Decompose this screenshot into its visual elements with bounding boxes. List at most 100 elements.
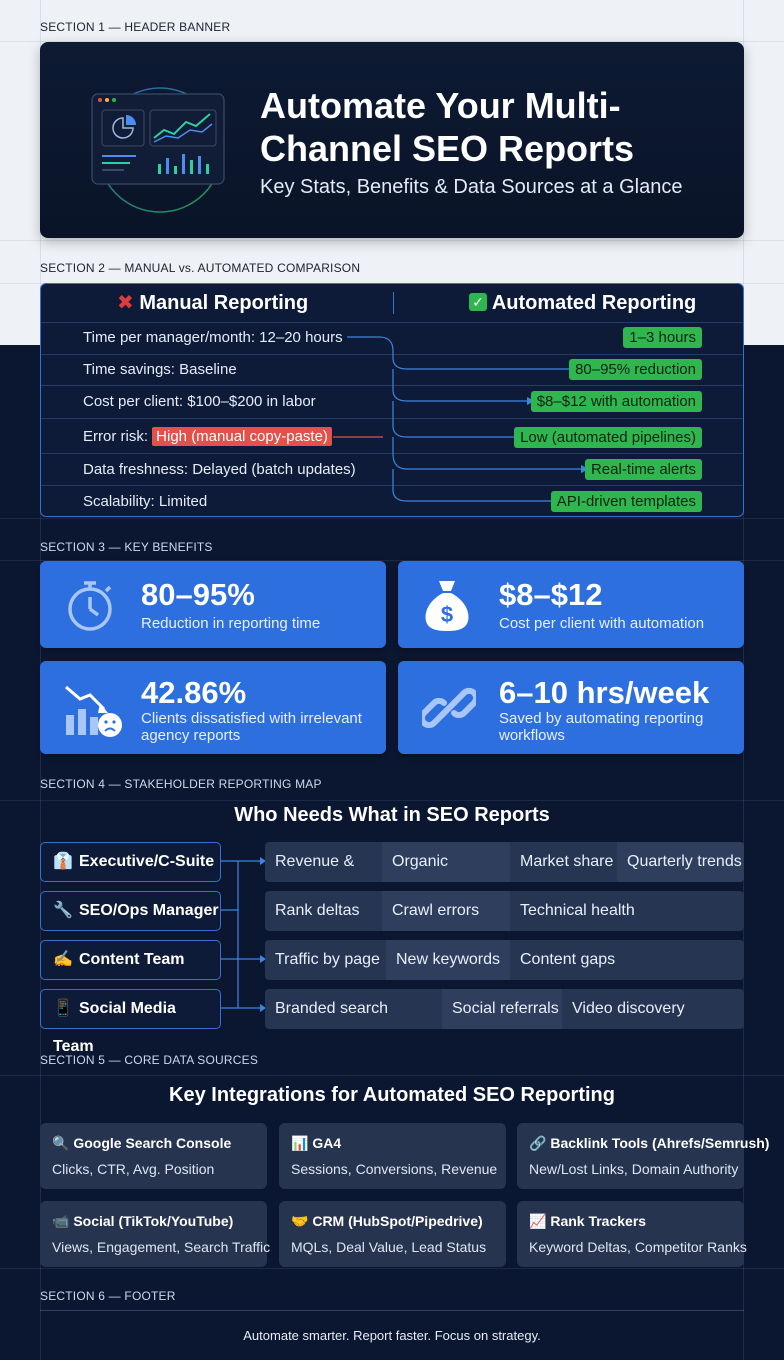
integration-card-social: 📹 Social (TikTok/YouTube) Views, Engagem… bbox=[40, 1201, 271, 1267]
section-label-2: SECTION 2 — MANUAL vs. AUTOMATED COMPARI… bbox=[40, 261, 361, 275]
page-title: Automate Your Multi-Channel SEO Reports bbox=[260, 85, 635, 169]
svg-text:$: $ bbox=[441, 602, 453, 627]
integration-title-label: Backlink Tools (Ahrefs/Semrush) bbox=[550, 1135, 770, 1151]
section-label-4: SECTION 4 — STAKEHOLDER REPORTING MAP bbox=[40, 777, 322, 791]
integration-desc: MQLs, Deal Value, Lead Status bbox=[291, 1239, 487, 1255]
integration-title: 📊 GA4 bbox=[291, 1135, 341, 1152]
mobile-phone-icon: 📱 bbox=[53, 1000, 73, 1017]
header-banner: Automate Your Multi-Channel SEO Reports … bbox=[40, 42, 744, 238]
grid-line bbox=[0, 518, 784, 519]
integration-desc: Sessions, Conversions, Revenue bbox=[291, 1161, 498, 1177]
integration-title-label: Rank Trackers bbox=[550, 1213, 647, 1229]
manual-row-savings: Time savings: Baseline bbox=[83, 361, 237, 378]
cross-icon: ✖ bbox=[117, 292, 134, 314]
need-item: Quarterly trends bbox=[617, 842, 744, 882]
stakeholder-content: ✍️ Content Team bbox=[40, 940, 221, 980]
section-label-5: SECTION 5 — CORE DATA SOURCES bbox=[40, 1053, 259, 1067]
stakeholder-name: Content Team bbox=[79, 951, 185, 968]
need-item: Video discovery bbox=[572, 1000, 685, 1017]
integration-desc: Views, Engagement, Search Traffic bbox=[52, 1239, 271, 1255]
needs-row-content: Traffic by page New keywords Content gap… bbox=[265, 940, 744, 980]
necktie-icon: 👔 bbox=[53, 853, 73, 870]
need-item: Organic revenue bbox=[382, 842, 510, 882]
magnifier-icon: 🔍 bbox=[52, 1135, 70, 1151]
section-label-6: SECTION 6 — FOOTER bbox=[40, 1289, 176, 1303]
auto-row-savings: 80–95% reduction bbox=[569, 359, 702, 380]
wrench-icon: 🔧 bbox=[53, 902, 73, 919]
grid-line bbox=[0, 560, 784, 561]
stakeholder-name: Executive/C-Suite bbox=[79, 853, 215, 870]
declining-chart-icon bbox=[65, 685, 122, 737]
row-divider bbox=[41, 485, 743, 486]
auto-row-time: 1–3 hours bbox=[623, 327, 702, 348]
need-item: Crawl errors bbox=[382, 891, 510, 931]
integration-card-rank: 📈 Rank Trackers Keyword Deltas, Competit… bbox=[517, 1201, 747, 1267]
auto-row-freshness: Real-time alerts bbox=[584, 459, 702, 480]
stakeholder-executive: 👔 Executive/C-Suite bbox=[40, 842, 221, 882]
row-divider bbox=[41, 322, 743, 323]
integration-title: 🔗 Backlink Tools (Ahrefs/Semrush) bbox=[529, 1135, 769, 1152]
integration-desc: New/Lost Links, Domain Authority bbox=[529, 1161, 739, 1177]
manual-heading: ✖ Manual Reporting bbox=[117, 284, 308, 322]
benefit-desc: Saved by automating reporting workflows bbox=[499, 710, 704, 744]
stakeholder-social: 📱 Social Media Team bbox=[40, 989, 221, 1055]
stakeholder-connectors bbox=[220, 857, 266, 1012]
grid-line bbox=[0, 1268, 784, 1269]
integration-title: 📈 Rank Trackers bbox=[529, 1213, 646, 1230]
video-camera-icon: 📹 bbox=[52, 1213, 70, 1229]
need-item: Social referrals bbox=[442, 989, 562, 1029]
benefit-desc: Cost per client with automation bbox=[499, 615, 705, 632]
integration-title: 📹 Social (TikTok/YouTube) bbox=[52, 1213, 233, 1230]
needs-row-social: Branded search volume Social referrals V… bbox=[265, 989, 744, 1029]
integration-card-backlinks: 🔗 Backlink Tools (Ahrefs/Semrush) New/Lo… bbox=[517, 1123, 769, 1189]
stakeholder-name: SEO/Ops Manager bbox=[79, 902, 219, 919]
manual-heading-label: Manual Reporting bbox=[139, 292, 309, 314]
benefit-value: 6–10 hrs/week bbox=[499, 675, 710, 710]
section-label-1: SECTION 1 — HEADER BANNER bbox=[40, 20, 231, 34]
integration-card-ga4: 📊 GA4 Sessions, Conversions, Revenue bbox=[279, 1123, 506, 1189]
need-item: Rank deltas bbox=[275, 902, 360, 919]
integration-title-label: CRM (HubSpot/Pipedrive) bbox=[312, 1213, 483, 1229]
need-item: Branded search volume bbox=[275, 1000, 388, 1017]
benefit-card-hours: 6–10 hrs/week Saved by automating report… bbox=[398, 661, 744, 754]
stakeholder-seo-ops: 🔧 SEO/Ops Manager bbox=[40, 891, 221, 931]
integrations-title: Key Integrations for Automated SEO Repor… bbox=[169, 1084, 615, 1106]
need-item: Traffic by page bbox=[275, 951, 380, 968]
auto-row-cost: $8–$12 with automation bbox=[530, 391, 702, 412]
handshake-icon: 🤝 bbox=[291, 1213, 309, 1229]
benefit-card-dissatisfied: 42.86% Clients dissatisfied with irrelev… bbox=[40, 661, 386, 754]
bar-chart-icon: 📊 bbox=[291, 1135, 309, 1151]
benefit-value: $8–$12 bbox=[499, 577, 603, 612]
grid-line bbox=[0, 41, 784, 42]
check-icon: ✓ bbox=[469, 293, 487, 311]
manual-row-time: Time per manager/month: 12–20 hours bbox=[83, 329, 343, 346]
stopwatch-icon bbox=[68, 581, 112, 631]
auto-row-scalability: API-driven templates bbox=[550, 491, 702, 512]
need-item: New keywords bbox=[386, 940, 510, 980]
page-subtitle: Key Stats, Benefits & Data Sources at a … bbox=[260, 176, 683, 198]
manual-row-freshness: Data freshness: Delayed (batch updates) bbox=[83, 461, 356, 478]
benefit-value: 80–95% bbox=[141, 577, 255, 612]
integration-title-label: Social (TikTok/YouTube) bbox=[73, 1213, 234, 1229]
error-risk-badge: High (manual copy-paste) bbox=[152, 427, 332, 446]
integration-title: 🔍 Google Search Console bbox=[52, 1135, 231, 1152]
grid-line bbox=[0, 240, 784, 241]
link-icon: 🔗 bbox=[529, 1135, 547, 1151]
benefit-card-time: 80–95% Reduction in reporting time bbox=[40, 561, 386, 648]
stakeholder-name: Social Media Team bbox=[53, 1000, 176, 1055]
benefit-value: 42.86% bbox=[141, 675, 247, 710]
manual-row-cost: Cost per client: $100–$200 in labor bbox=[83, 393, 316, 410]
manual-row-error: Error risk: High (manual copy-paste) bbox=[83, 427, 332, 446]
grid-line bbox=[0, 800, 784, 801]
integration-desc: Keyword Deltas, Competitor Ranks bbox=[529, 1239, 747, 1255]
footer-tagline: Automate smarter. Report faster. Focus o… bbox=[243, 1328, 541, 1343]
integration-card-gsc: 🔍 Google Search Console Clicks, CTR, Avg… bbox=[40, 1123, 267, 1189]
integration-card-crm: 🤝 CRM (HubSpot/Pipedrive) MQLs, Deal Val… bbox=[279, 1201, 506, 1267]
row-divider bbox=[41, 354, 743, 355]
column-divider bbox=[393, 292, 394, 314]
needs-row-executive: Revenue & ROI Organic revenue Market sha… bbox=[265, 842, 744, 882]
row-divider bbox=[41, 418, 743, 419]
row-divider bbox=[41, 453, 743, 454]
comparison-table: ✖ Manual Reporting ✓ Automated Reporting bbox=[40, 283, 744, 517]
